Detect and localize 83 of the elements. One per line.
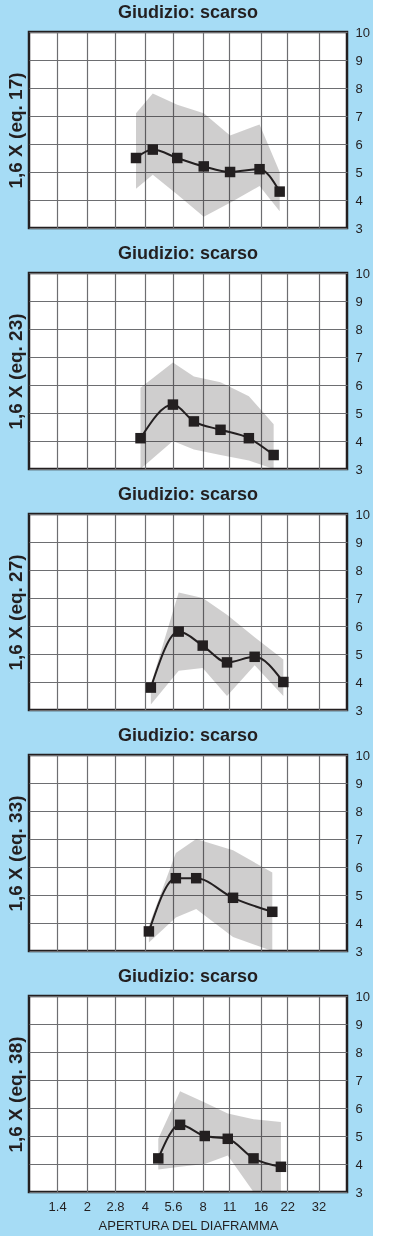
point <box>174 1119 186 1131</box>
point <box>221 657 233 668</box>
x-tick-label: 2.8 <box>106 1198 125 1214</box>
y-tick-label: 3 <box>355 220 363 236</box>
y-tick-label: 4 <box>355 915 363 931</box>
y-tick-label: 5 <box>355 1128 363 1144</box>
point <box>173 626 184 637</box>
point <box>249 651 260 663</box>
y-tick-label: 3 <box>355 1184 363 1200</box>
y-axis-title: 1,6 X (eq. 17) <box>4 72 26 189</box>
y-tick-label: 10 <box>355 265 370 281</box>
y-tick-label: 8 <box>355 1044 363 1060</box>
point <box>222 1133 234 1145</box>
x-tick-label: 2 <box>83 1198 92 1214</box>
point <box>243 432 255 444</box>
y-tick-label: 7 <box>355 1072 363 1088</box>
point <box>268 449 279 461</box>
y-tick-label: 4 <box>355 674 363 690</box>
x-tick-label: 16 <box>253 1198 269 1214</box>
y-axis-title: 1,6 X (eq. 38) <box>4 1036 26 1153</box>
x-tick-label: 4 <box>141 1198 149 1214</box>
y-tick-label: 6 <box>355 136 363 152</box>
y-tick-label: 5 <box>355 405 363 421</box>
y-tick-label: 5 <box>355 164 363 180</box>
point <box>197 640 208 651</box>
point <box>147 144 159 155</box>
y-tick-label: 6 <box>355 859 363 875</box>
y-tick-label: 9 <box>355 52 363 68</box>
point <box>172 152 183 164</box>
point <box>248 1153 259 1164</box>
y-tick-label: 6 <box>355 618 363 634</box>
y-tick-label: 9 <box>355 534 363 550</box>
y-tick-label: 10 <box>355 988 370 1004</box>
chart-title: Giudizio: scarso <box>117 725 259 745</box>
y-tick-label: 10 <box>355 506 370 522</box>
y-tick-label: 4 <box>355 192 363 208</box>
y-tick-label: 3 <box>355 702 363 718</box>
point <box>199 1130 211 1142</box>
point <box>198 161 209 172</box>
point <box>227 892 239 904</box>
point <box>145 682 157 693</box>
y-tick-label: 7 <box>355 590 363 606</box>
y-tick-label: 8 <box>355 803 363 819</box>
y-tick-label: 5 <box>355 646 363 662</box>
point <box>170 872 182 884</box>
y-tick-label: 10 <box>355 24 370 40</box>
point <box>274 186 285 197</box>
x-tick-label: 22 <box>280 1198 295 1214</box>
point <box>135 432 146 444</box>
y-tick-label: 3 <box>355 943 363 959</box>
point <box>188 416 200 427</box>
y-tick-label: 9 <box>355 775 363 791</box>
x-tick-label: 1.4 <box>48 1198 67 1214</box>
y-tick-label: 8 <box>355 321 363 337</box>
chart-title: Giudizio: scarso <box>117 966 259 986</box>
point <box>224 166 236 178</box>
y-tick-label: 6 <box>355 1100 363 1116</box>
chart-title: Giudizio: scarso <box>117 484 259 504</box>
y-tick-label: 7 <box>355 108 363 124</box>
y-tick-label: 4 <box>355 1156 363 1172</box>
y-axis-title: 1,6 X (eq. 33) <box>4 795 26 912</box>
chart-title: Giudizio: scarso <box>117 243 259 263</box>
y-tick-label: 3 <box>355 461 363 477</box>
x-tick-label: 32 <box>311 1198 327 1214</box>
x-axis-title: APERTURA DEL DIAFRAMMA <box>98 1217 279 1233</box>
y-tick-label: 8 <box>355 80 363 96</box>
y-tick-label: 9 <box>355 293 363 309</box>
x-tick-label: 5.6 <box>164 1198 183 1214</box>
y-axis-title: 1,6 X (eq. 23) <box>4 313 26 430</box>
y-tick-label: 9 <box>355 1016 363 1032</box>
point <box>215 424 226 436</box>
y-tick-label: 4 <box>355 433 363 449</box>
y-tick-label: 7 <box>355 831 363 847</box>
point <box>143 926 155 937</box>
y-tick-label: 5 <box>355 887 363 903</box>
x-tick-label: 11 <box>223 1198 237 1214</box>
y-tick-label: 7 <box>355 349 363 365</box>
y-axis-title: 1,6 X (eq. 27) <box>4 554 26 671</box>
y-tick-label: 8 <box>355 562 363 578</box>
y-tick-label: 10 <box>355 747 370 763</box>
chart-title: Giudizio: scarso <box>117 2 259 22</box>
x-tick-label: 8 <box>199 1198 207 1214</box>
y-tick-label: 6 <box>355 377 363 393</box>
